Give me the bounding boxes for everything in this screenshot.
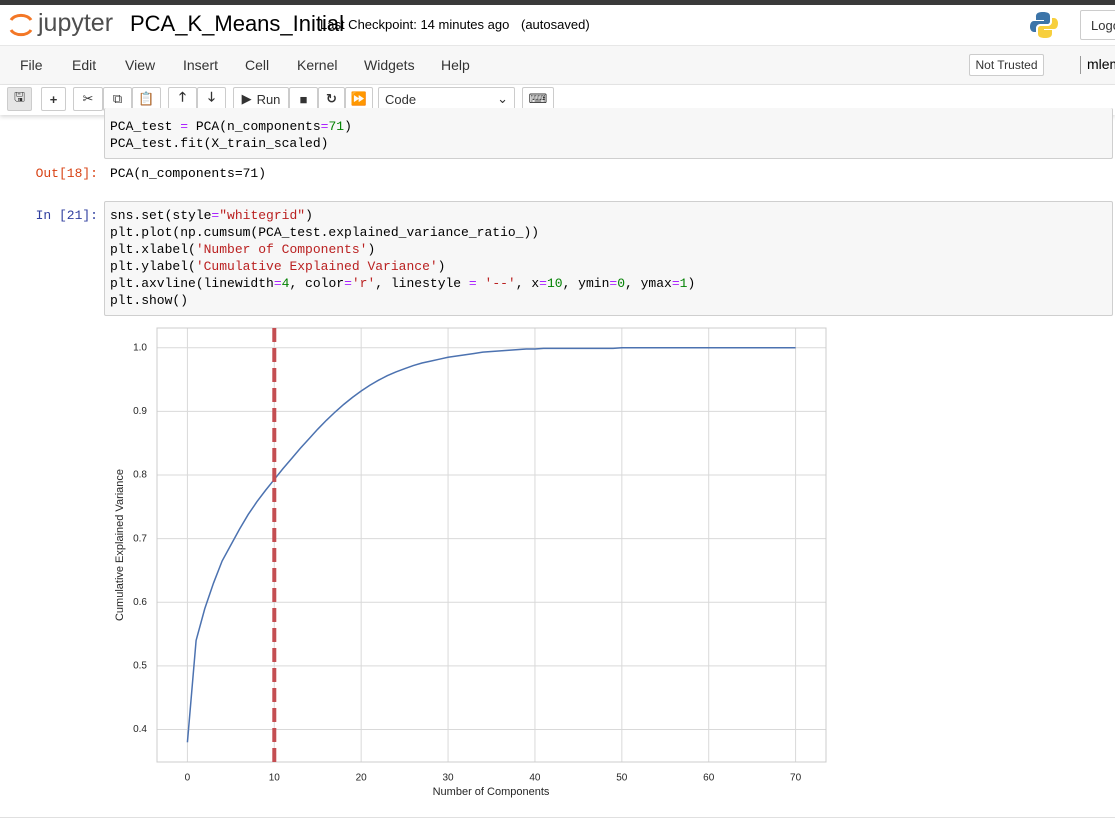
restart-button[interactable]: ↻ xyxy=(318,87,345,111)
python-logo xyxy=(1030,12,1058,38)
move-down-button[interactable]: 🡓 xyxy=(197,87,226,111)
code-line: plt.xlabel('Number of Components') xyxy=(110,242,376,257)
select-arrow: ⌄ xyxy=(497,91,508,106)
menu-item[interactable]: Widgets xyxy=(364,57,415,73)
footer-line xyxy=(0,817,1115,818)
x-tick-label: 50 xyxy=(616,773,628,784)
cell-type-select[interactable]: Code ⌄ xyxy=(378,87,515,111)
number-token: 71 xyxy=(328,119,345,134)
code-cell[interactable] xyxy=(104,201,1113,316)
run-button[interactable]: ▶ Run xyxy=(233,87,289,111)
x-axis-label: Number of Components xyxy=(433,786,550,798)
string-token: 'Number of Components' xyxy=(195,242,368,257)
cell-type: Code xyxy=(385,91,417,107)
number-token: 10 xyxy=(546,276,563,291)
x-tick-label: 0 xyxy=(185,773,191,784)
code-line: plt.ylabel('Cumulative Explained Varianc… xyxy=(110,259,446,274)
output-text: PCA(n_components=71) xyxy=(110,166,267,181)
y-tick-label: 0.8 xyxy=(133,470,147,481)
notebook-name[interactable]: PCA_K_Means_Initial xyxy=(130,11,345,36)
y-tick-label: 0.6 xyxy=(133,597,147,608)
operator-token: = xyxy=(468,276,477,291)
autosave-status: (autosaved) xyxy=(521,17,590,32)
menu-item[interactable]: Help xyxy=(441,57,470,73)
operator-token: = xyxy=(273,276,282,291)
string-token: '--' xyxy=(484,276,516,291)
menu-item[interactable]: File xyxy=(20,57,43,73)
plot-area xyxy=(157,328,826,762)
menu-bar xyxy=(0,45,1115,85)
x-tick-label: 30 xyxy=(442,773,454,784)
menu-item[interactable]: Kernel xyxy=(297,57,338,73)
y-tick-label: 0.5 xyxy=(133,661,147,672)
x-tick-label: 40 xyxy=(529,773,541,784)
logout-button[interactable]: Logo xyxy=(1080,10,1115,40)
string-token: 'r' xyxy=(351,276,376,291)
y-tick-label: 1.0 xyxy=(133,342,147,353)
number-token: 1 xyxy=(679,276,688,291)
string-token: "whitegrid" xyxy=(219,208,306,223)
cut-button[interactable]: ✂ xyxy=(73,87,103,111)
checkpoint: Last Checkpoint: 14 minutes ago xyxy=(320,17,510,32)
number-token: 4 xyxy=(281,276,290,291)
data-line xyxy=(186,346,796,743)
code-cell[interactable] xyxy=(104,108,1113,159)
code-line: PCA_test = PCA(n_components=71) xyxy=(110,119,352,134)
operator-token: = xyxy=(539,276,547,291)
operator-token: = xyxy=(609,276,618,291)
menu-item[interactable]: View xyxy=(125,57,156,73)
save-button[interactable]: 🖫 xyxy=(7,87,32,111)
interrupt-button[interactable]: ■ xyxy=(289,87,318,111)
restart-run-button[interactable]: ⏩ xyxy=(345,87,373,111)
y-tick-label: 0.4 xyxy=(133,724,147,735)
chart: Number of Components Cumulative Explaine… xyxy=(104,322,834,807)
add-cell-button[interactable]: + xyxy=(41,87,66,111)
number-token: 0 xyxy=(617,276,626,291)
code-line: sns.set(style="whitegrid") xyxy=(110,208,313,223)
run-icon: ▶ xyxy=(241,91,252,106)
code-line: PCA_test.fit(X_train_scaled) xyxy=(110,136,329,151)
operator-token: = xyxy=(211,208,220,223)
jupyter-logo-text[interactable]: jupyter xyxy=(38,9,114,37)
menu-item[interactable]: Edit xyxy=(72,57,97,73)
y-tick-label: 0.9 xyxy=(133,406,147,417)
axes-frame xyxy=(156,327,827,763)
menu-item[interactable]: Insert xyxy=(183,57,219,73)
run-label: Run xyxy=(256,91,281,107)
operator-token: = xyxy=(180,119,189,134)
code-line: plt.plot(np.cumsum(PCA_test.explained_va… xyxy=(110,225,540,240)
jupyter-logo-icon xyxy=(9,13,33,37)
kernel-name[interactable]: mlem xyxy=(1080,56,1115,74)
code-line: plt.axvline(linewidth=4, color='r', line… xyxy=(110,276,696,291)
move-up-button[interactable]: 🡑 xyxy=(168,87,197,111)
menu-item[interactable]: Cell xyxy=(245,57,270,73)
string-token: 'Cumulative Explained Variance' xyxy=(195,259,438,274)
output-prompt: Out[18]: xyxy=(35,166,98,181)
paste-button[interactable]: 📋 xyxy=(132,87,161,111)
x-tick-label: 70 xyxy=(790,773,802,784)
trust-button[interactable]: Not Trusted xyxy=(969,54,1044,76)
y-tick-label: 0.7 xyxy=(133,533,147,544)
code-line: plt.show() xyxy=(110,293,189,308)
x-tick-label: 10 xyxy=(269,773,281,784)
y-axis-label: Cumulative Explained Variance xyxy=(114,469,126,621)
operator-token: = xyxy=(671,276,680,291)
input-prompt: In [21]: xyxy=(35,208,98,223)
operator-token: = xyxy=(320,119,329,134)
x-tick-label: 20 xyxy=(356,773,368,784)
operator-token: = xyxy=(344,276,352,291)
x-tick-label: 60 xyxy=(703,773,715,784)
top-strip xyxy=(0,0,1115,5)
